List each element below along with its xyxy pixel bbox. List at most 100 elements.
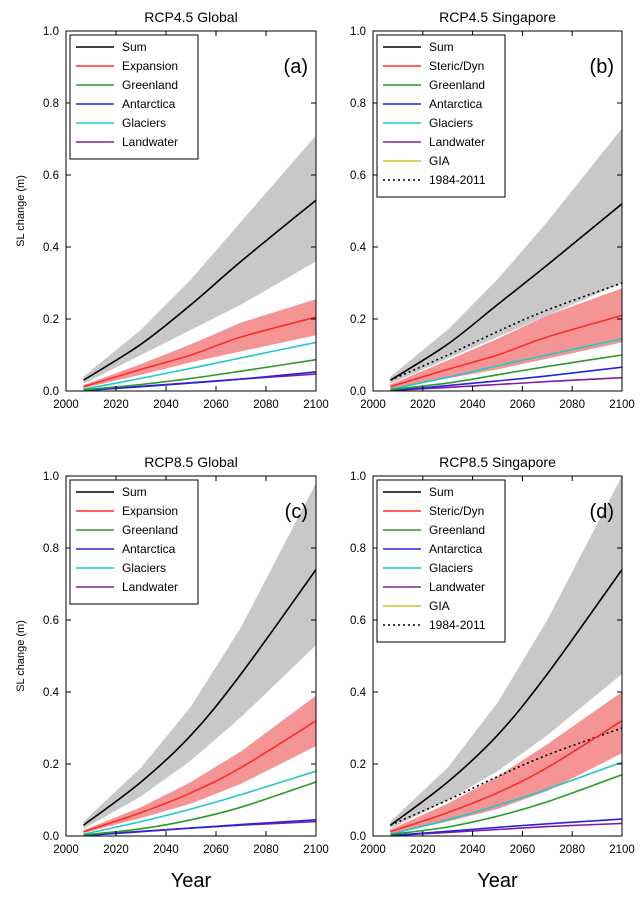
- legend-label: Landwater: [122, 580, 178, 594]
- panel-label: (c): [285, 501, 308, 523]
- legend-label: Steric/Dyn: [429, 504, 484, 518]
- legend: Sum Steric/Dyn Greenland Antarctica Glaciers…: [376, 479, 506, 643]
- x-tick-label: 2020: [410, 844, 436, 856]
- series-line-sum: [83, 569, 316, 826]
- y-tick-label: 0.4: [350, 242, 367, 254]
- y-tick-label: 0.4: [350, 687, 367, 699]
- series-line-sum: [83, 199, 316, 381]
- x-tick-label: 2040: [460, 844, 486, 856]
- series-line-antarctica: [390, 818, 622, 836]
- band-sum: [390, 476, 622, 829]
- panel-title: RCP4.5 Singapore: [439, 9, 556, 25]
- y-tick-label: 0.4: [43, 242, 60, 254]
- legend-label: Sum: [122, 40, 147, 54]
- series-line-antarctica: [83, 371, 316, 391]
- x-tick-label: 2080: [559, 399, 585, 411]
- legend-label: 1984-2011: [429, 173, 486, 187]
- series-line-sum: [389, 569, 622, 826]
- x-tick-label: 2020: [103, 399, 129, 411]
- series-line-greenland: [83, 781, 316, 836]
- plot-area: [83, 135, 316, 391]
- plot-frame: [65, 475, 317, 837]
- y-tick-label: 0.2: [350, 759, 366, 771]
- band-expansion: [83, 695, 316, 834]
- x-tick-label: 2040: [153, 844, 179, 856]
- y-tick-label: 0.6: [43, 615, 59, 627]
- legend-label: Landwater: [429, 135, 485, 149]
- series-line-glaciers: [390, 761, 622, 835]
- y-tick-label: 0.8: [350, 543, 366, 555]
- y-tick-label: 0.8: [43, 543, 59, 555]
- legend-label: Glaciers: [429, 116, 473, 130]
- x-tick-label: 2000: [53, 844, 79, 856]
- y-tick-label: 0.0: [350, 831, 366, 843]
- band-steric-dyn: [390, 288, 622, 389]
- x-tick-label: 2060: [510, 844, 536, 856]
- panel-title: RCP8.5 Singapore: [439, 454, 556, 470]
- y-tick-label: 0.4: [43, 687, 60, 699]
- series-line-antarctica: [390, 366, 622, 391]
- legend-label: GIA: [429, 599, 450, 613]
- legend-label: GIA: [429, 154, 450, 168]
- series-line-steric-dyn: [390, 314, 622, 388]
- legend-label: Expansion: [122, 504, 178, 518]
- legend-label: Expansion: [122, 59, 178, 73]
- chart-panel-4: 2000 2020 2040 2060 2080 2100 0.0 0.2 0.4 0.6 0.8 1…: [350, 454, 635, 892]
- panel-label: (a): [284, 56, 308, 78]
- x-tick-label: 2100: [303, 399, 329, 411]
- x-tick-label: 2060: [510, 399, 536, 411]
- plot-frame: [65, 30, 317, 392]
- y-tick-label: 0.6: [43, 170, 59, 182]
- series-line-expansion: [83, 316, 316, 388]
- series-line-glaciers: [83, 770, 316, 835]
- band-expansion: [83, 299, 316, 389]
- legend-label: Antarctica: [429, 97, 483, 111]
- band-sum: [83, 135, 316, 384]
- band-sum: [83, 483, 316, 829]
- x-tick-label: 2000: [360, 399, 386, 411]
- y-tick-label: 1.0: [350, 26, 366, 38]
- legend-label: Steric/Dyn: [429, 59, 484, 73]
- x-axis-label: Year: [171, 870, 212, 892]
- plot-area: [389, 476, 622, 836]
- y-tick-label: 0.2: [350, 314, 366, 326]
- series-line-sum: [389, 203, 622, 381]
- series-line-landwater: [390, 376, 622, 391]
- chart-panel-2: 2000 2020 2040 2060 2080 2100 0.0 0.2 0.4 0.6 0.8 1…: [350, 9, 635, 411]
- panel-label: (b): [590, 56, 614, 78]
- y-tick-label: 0.6: [350, 615, 366, 627]
- x-tick-label: 2100: [609, 844, 635, 856]
- y-tick-label: 1.0: [43, 471, 59, 483]
- y-tick-label: 0.0: [43, 831, 59, 843]
- y-tick-label: 0.0: [350, 386, 366, 398]
- legend: Sum Steric/Dyn Greenland Antarctica Glaciers…: [376, 34, 506, 198]
- legend-label: Glaciers: [122, 561, 166, 575]
- x-tick-label: 2100: [609, 399, 635, 411]
- legend-label: Sum: [429, 485, 454, 499]
- legend-label: Sum: [429, 40, 454, 54]
- series-line-steric-dyn: [390, 720, 622, 833]
- x-tick-label: 2060: [203, 844, 229, 856]
- series-line-1984-2011: [390, 727, 622, 826]
- x-tick-label: 2040: [153, 399, 179, 411]
- y-axis-label: SL change (m): [15, 175, 27, 247]
- chart-panel-3: 2000 2020 2040 2060 2080 2100 0.0 0.2 0.4 0.6 0.8 1…: [15, 454, 329, 892]
- band-sum: [390, 128, 622, 384]
- panel-title: RCP4.5 Global: [144, 9, 237, 25]
- legend: Sum Expansion Greenland Antarctica Glaciers L…: [69, 34, 199, 160]
- legend-label: Greenland: [122, 523, 178, 537]
- series-line-glaciers: [83, 341, 316, 390]
- series-line-greenland: [83, 358, 316, 391]
- y-tick-label: 0.6: [350, 170, 366, 182]
- legend-box: [376, 479, 506, 643]
- x-tick-label: 2000: [360, 844, 386, 856]
- legend-label: Sum: [122, 485, 147, 499]
- x-tick-label: 2080: [253, 399, 279, 411]
- legend-box: [376, 34, 506, 198]
- series-line-1984-2011: [390, 282, 622, 381]
- plot-area: [389, 128, 622, 391]
- legend-label: Greenland: [429, 78, 485, 92]
- x-axis-label: Year: [477, 870, 518, 892]
- legend-label: Greenland: [122, 78, 178, 92]
